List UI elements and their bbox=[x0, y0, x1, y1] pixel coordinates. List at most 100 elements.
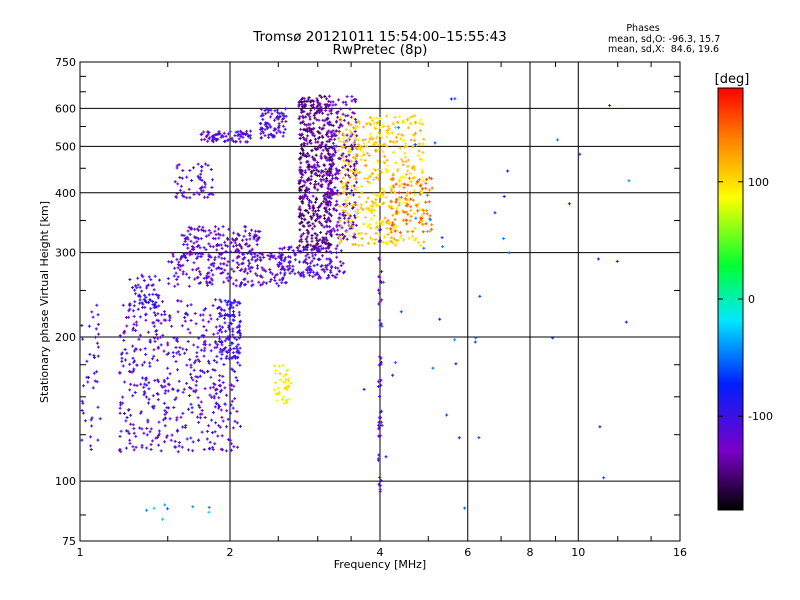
data-point bbox=[216, 331, 220, 335]
data-point bbox=[269, 132, 273, 136]
data-point bbox=[217, 406, 221, 410]
data-point bbox=[163, 384, 167, 388]
data-point bbox=[181, 425, 185, 429]
data-point bbox=[415, 180, 419, 184]
data-point bbox=[354, 145, 358, 149]
data-point bbox=[87, 376, 90, 379]
data-point bbox=[327, 191, 331, 195]
data-point bbox=[96, 438, 100, 442]
data-point bbox=[301, 224, 305, 228]
data-point bbox=[230, 383, 233, 387]
data-point bbox=[335, 223, 339, 227]
data-point bbox=[215, 244, 219, 248]
data-point bbox=[205, 280, 209, 284]
data-point bbox=[341, 131, 345, 135]
data-point bbox=[89, 435, 92, 439]
data-point bbox=[306, 113, 310, 117]
data-point bbox=[236, 134, 240, 138]
data-point bbox=[430, 177, 433, 181]
data-point bbox=[195, 351, 199, 355]
data-point bbox=[207, 242, 211, 246]
data-point bbox=[180, 176, 184, 180]
data-point bbox=[272, 364, 276, 368]
data-point bbox=[202, 246, 206, 250]
data-point bbox=[338, 233, 342, 237]
data-point bbox=[166, 389, 170, 393]
data-point bbox=[402, 175, 406, 179]
data-point bbox=[313, 112, 317, 116]
data-point bbox=[406, 169, 410, 173]
data-point bbox=[196, 252, 200, 256]
data-point bbox=[299, 235, 303, 239]
data-point bbox=[198, 246, 202, 250]
data-point bbox=[238, 243, 242, 247]
data-point bbox=[353, 130, 357, 133]
data-point bbox=[227, 357, 231, 361]
data-point bbox=[342, 159, 345, 163]
data-point bbox=[198, 405, 202, 409]
data-point bbox=[170, 324, 174, 328]
data-point bbox=[211, 193, 215, 197]
data-point bbox=[281, 398, 285, 401]
x-tick-label: 8 bbox=[527, 546, 534, 559]
data-point bbox=[237, 137, 241, 141]
data-point bbox=[353, 214, 356, 218]
data-point bbox=[330, 154, 334, 158]
data-point bbox=[140, 301, 144, 305]
data-point bbox=[199, 272, 202, 276]
data-point bbox=[339, 237, 343, 241]
data-point bbox=[371, 204, 375, 208]
data-point bbox=[185, 381, 189, 385]
data-point bbox=[407, 118, 411, 122]
info-line-o: mean, sd,O: -96.3, 15.7 bbox=[608, 34, 720, 45]
data-point bbox=[380, 143, 384, 147]
data-point bbox=[233, 419, 237, 423]
data-point bbox=[176, 282, 180, 286]
data-point bbox=[230, 388, 234, 392]
data-point bbox=[395, 206, 399, 210]
y-tick-label: 400 bbox=[55, 187, 76, 200]
data-point bbox=[189, 402, 193, 406]
data-point bbox=[223, 257, 227, 261]
data-point bbox=[342, 143, 346, 147]
data-point bbox=[311, 254, 315, 258]
data-point bbox=[215, 133, 219, 136]
data-point bbox=[136, 283, 140, 287]
data-point bbox=[210, 431, 214, 435]
data-point bbox=[449, 97, 453, 101]
data-point bbox=[379, 239, 382, 243]
data-point bbox=[385, 130, 389, 134]
data-point bbox=[417, 221, 421, 224]
data-point bbox=[365, 145, 369, 148]
data-point bbox=[441, 245, 445, 249]
data-point bbox=[215, 354, 219, 358]
data-point bbox=[181, 263, 185, 267]
data-point bbox=[287, 397, 291, 401]
data-point bbox=[224, 449, 228, 453]
data-point bbox=[153, 379, 157, 382]
data-point bbox=[307, 168, 311, 171]
data-point bbox=[188, 331, 192, 335]
data-point bbox=[154, 329, 158, 333]
data-point bbox=[354, 210, 358, 213]
data-point bbox=[350, 99, 354, 103]
data-point bbox=[237, 233, 241, 237]
data-point bbox=[319, 221, 323, 225]
data-point bbox=[416, 205, 419, 209]
data-point bbox=[406, 158, 410, 162]
data-point bbox=[85, 359, 89, 363]
data-point bbox=[215, 345, 219, 349]
data-point bbox=[163, 503, 167, 507]
data-point bbox=[366, 180, 370, 184]
data-point bbox=[128, 388, 132, 392]
data-point bbox=[289, 381, 293, 385]
data-point bbox=[179, 184, 183, 188]
data-point bbox=[371, 238, 375, 242]
data-point bbox=[190, 179, 194, 182]
data-point bbox=[237, 310, 241, 314]
data-point bbox=[398, 236, 402, 239]
data-point bbox=[87, 324, 91, 328]
data-point bbox=[197, 192, 201, 196]
data-point bbox=[170, 433, 174, 437]
data-point bbox=[374, 198, 378, 202]
